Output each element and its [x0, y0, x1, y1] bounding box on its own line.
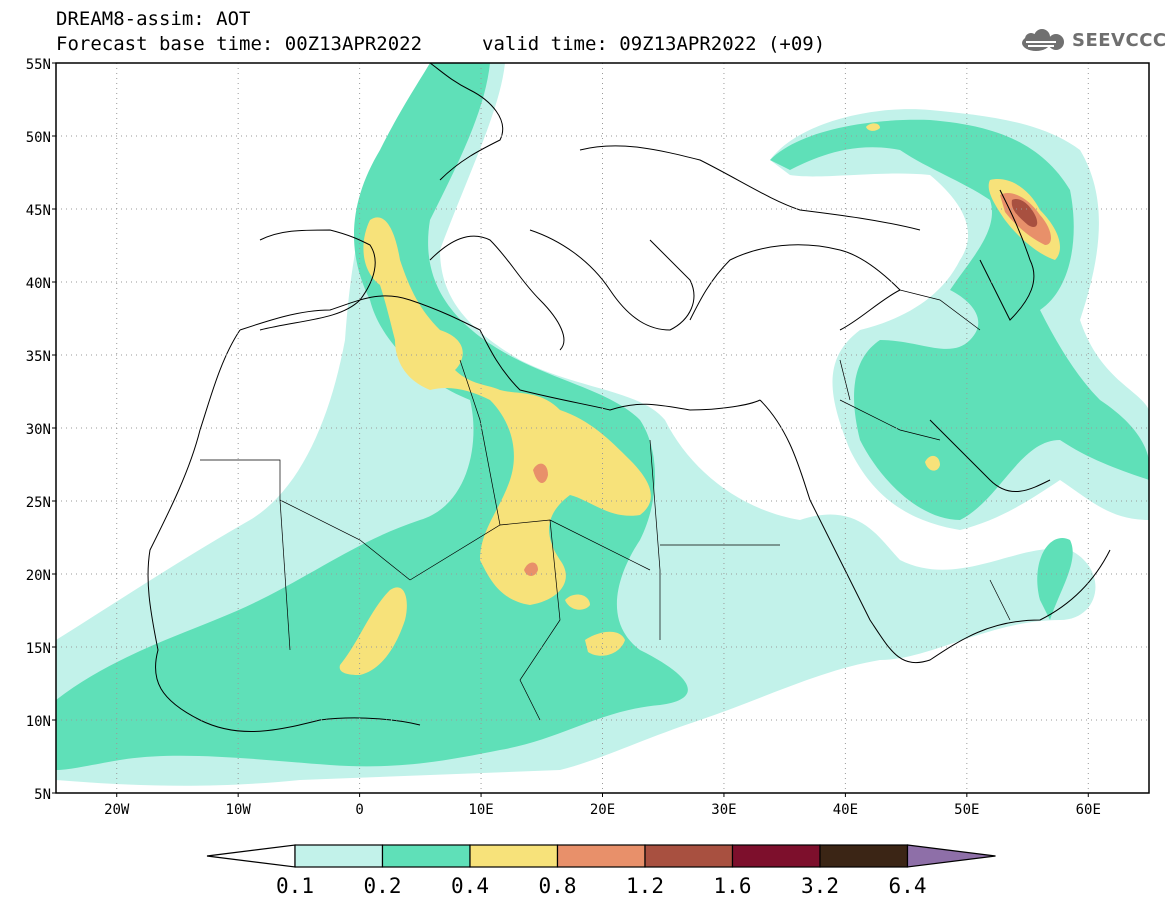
colorbar-box	[644, 844, 734, 868]
aot-level-1-2	[1011, 199, 1038, 227]
lat-label: 45N	[26, 203, 51, 219]
colorbar: 0.1 0.2 0.4 0.8 1.2 1.6 3.2 6.4	[206, 844, 996, 898]
lon-label: 10W	[226, 802, 252, 818]
colorbar-label: 0.4	[451, 874, 489, 898]
cloud-logo-icon	[1022, 29, 1064, 51]
colorbar-label: 0.2	[364, 874, 402, 898]
lon-label: 50E	[954, 802, 979, 818]
lon-label: 10E	[468, 802, 493, 818]
lat-label: 35N	[26, 349, 51, 365]
lat-label: 20N	[26, 568, 51, 584]
colorbar-box	[731, 844, 821, 868]
country-borders	[200, 289, 1011, 721]
longitude-labels: 20W 10W 0 10E 20E 30E 40E 50E 60E	[104, 793, 1101, 818]
aot-fields	[56, 63, 1149, 786]
colorbar-label: 1.6	[714, 874, 752, 898]
logo-text: SEEVCCC	[1072, 30, 1165, 51]
lon-label: 20E	[590, 802, 615, 818]
colorbar-box	[819, 844, 909, 868]
gridlines	[56, 63, 1149, 793]
lat-label: 25N	[26, 495, 51, 511]
coastlines	[147, 63, 1111, 733]
lat-label: 5N	[34, 787, 51, 803]
lat-label: 30N	[26, 422, 51, 438]
lon-label: 30E	[711, 802, 736, 818]
lat-label: 10N	[26, 714, 51, 730]
colorbar-low-arrow	[206, 844, 296, 868]
colorbar-label: 1.2	[626, 874, 664, 898]
colorbar-box	[469, 844, 559, 868]
lat-label: 40N	[26, 276, 51, 292]
colorbar-box	[381, 844, 471, 868]
model-title: DREAM8-assim: AOT	[56, 8, 251, 30]
valid-time: valid time: 09Z13APR2022 (+09)	[482, 33, 826, 55]
lon-label: 40E	[833, 802, 858, 818]
latitude-labels: 55N 50N 45N 40N 35N 30N 25N 20N 15N 10N 5N	[26, 57, 56, 803]
lon-label: 20W	[104, 802, 130, 818]
colorbar-label: 6.4	[889, 874, 927, 898]
base-time: Forecast base time: 00Z13APR2022	[56, 33, 423, 55]
colorbar-label: 3.2	[801, 874, 839, 898]
colorbar-box	[556, 844, 646, 868]
colorbar-label: 0.8	[539, 874, 577, 898]
colorbar-high-arrow	[906, 844, 996, 868]
lon-label: 60E	[1076, 802, 1101, 818]
lon-label: 0	[355, 802, 363, 818]
lat-label: 55N	[26, 57, 51, 73]
lat-label: 15N	[26, 641, 51, 657]
colorbar-label: 0.1	[276, 874, 314, 898]
colorbar-box	[294, 844, 384, 868]
lat-label: 50N	[26, 130, 51, 146]
